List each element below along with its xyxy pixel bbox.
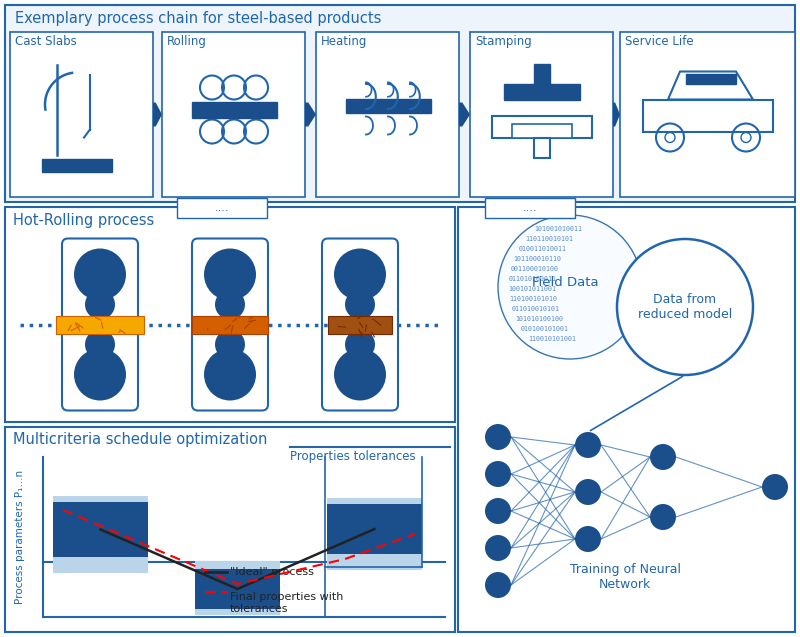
Circle shape <box>650 504 676 530</box>
Polygon shape <box>153 103 162 127</box>
Text: 110010101001: 110010101001 <box>528 336 576 342</box>
Text: "Ideal" process: "Ideal" process <box>230 567 314 577</box>
Text: Cast Slabs: Cast Slabs <box>15 35 77 48</box>
Bar <box>53 496 148 573</box>
Polygon shape <box>613 103 620 127</box>
Text: 101001010011: 101001010011 <box>534 226 582 232</box>
Circle shape <box>334 348 386 401</box>
Bar <box>470 32 613 197</box>
Bar <box>504 83 580 99</box>
Bar <box>620 32 795 197</box>
Circle shape <box>85 329 115 359</box>
Text: 110100101010: 110100101010 <box>510 296 558 302</box>
Bar <box>534 138 550 157</box>
Circle shape <box>485 572 511 598</box>
Circle shape <box>575 526 601 552</box>
Bar <box>534 64 550 83</box>
Circle shape <box>85 289 115 320</box>
Circle shape <box>74 248 126 301</box>
Bar <box>328 315 392 334</box>
Text: ....: .... <box>214 203 230 213</box>
Bar <box>485 198 575 218</box>
Text: Data from
reduced model: Data from reduced model <box>638 293 732 321</box>
Text: 010100101001: 010100101001 <box>521 326 569 332</box>
Circle shape <box>345 289 375 320</box>
Text: 100101011001: 100101011001 <box>509 286 557 292</box>
Text: Multicriteria schedule optimization: Multicriteria schedule optimization <box>13 432 267 447</box>
Circle shape <box>204 348 256 401</box>
Circle shape <box>204 248 256 301</box>
Text: 011010010101: 011010010101 <box>512 306 560 312</box>
Bar <box>42 159 112 171</box>
Bar <box>5 427 455 632</box>
Circle shape <box>485 498 511 524</box>
Text: Hot-Rolling process: Hot-Rolling process <box>13 213 154 228</box>
Bar <box>192 101 277 117</box>
Text: 101010100100: 101010100100 <box>515 316 563 322</box>
Bar <box>162 32 305 197</box>
Bar <box>316 32 459 197</box>
Text: ....: .... <box>522 203 538 213</box>
Text: Service Life: Service Life <box>625 35 694 48</box>
Text: 101100010110: 101100010110 <box>514 256 562 262</box>
Bar <box>195 569 280 609</box>
Bar <box>327 504 422 554</box>
Circle shape <box>498 215 642 359</box>
Text: 010011010011: 010011010011 <box>518 246 566 252</box>
Circle shape <box>575 432 601 458</box>
Text: Properties tolerances: Properties tolerances <box>290 450 416 463</box>
Circle shape <box>345 329 375 359</box>
Bar <box>56 315 144 334</box>
Bar <box>53 502 148 557</box>
Circle shape <box>617 239 753 375</box>
Text: Training of Neural
Network: Training of Neural Network <box>570 563 681 591</box>
Bar <box>458 207 795 632</box>
Bar <box>10 32 153 197</box>
Bar <box>195 561 280 615</box>
Text: 001100010100: 001100010100 <box>510 266 558 272</box>
Circle shape <box>74 348 126 401</box>
Bar <box>5 5 795 202</box>
Bar <box>5 207 455 422</box>
Circle shape <box>485 424 511 450</box>
Bar <box>512 124 572 138</box>
Circle shape <box>485 461 511 487</box>
Polygon shape <box>459 103 470 127</box>
Bar <box>192 315 268 334</box>
Bar <box>686 73 736 83</box>
Bar <box>346 99 431 113</box>
Bar <box>492 115 592 138</box>
Text: Exemplary process chain for steel-based products: Exemplary process chain for steel-based … <box>15 11 382 26</box>
Circle shape <box>215 329 245 359</box>
Circle shape <box>650 444 676 470</box>
Bar <box>643 99 773 131</box>
Text: Stamping: Stamping <box>475 35 532 48</box>
Circle shape <box>334 248 386 301</box>
Circle shape <box>762 474 788 500</box>
Text: Final properties with
tolerances: Final properties with tolerances <box>230 592 343 613</box>
Text: Rolling: Rolling <box>167 35 207 48</box>
Circle shape <box>575 479 601 505</box>
Text: 011010100011: 011010100011 <box>509 276 557 282</box>
Polygon shape <box>305 103 316 127</box>
Text: Process parameters P₁...n: Process parameters P₁...n <box>15 470 25 604</box>
Bar <box>177 198 267 218</box>
Bar <box>327 498 422 570</box>
Text: Heating: Heating <box>321 35 367 48</box>
Circle shape <box>485 535 511 561</box>
Text: Field Data: Field Data <box>532 275 598 289</box>
Text: 110110010101: 110110010101 <box>525 236 573 242</box>
Circle shape <box>215 289 245 320</box>
